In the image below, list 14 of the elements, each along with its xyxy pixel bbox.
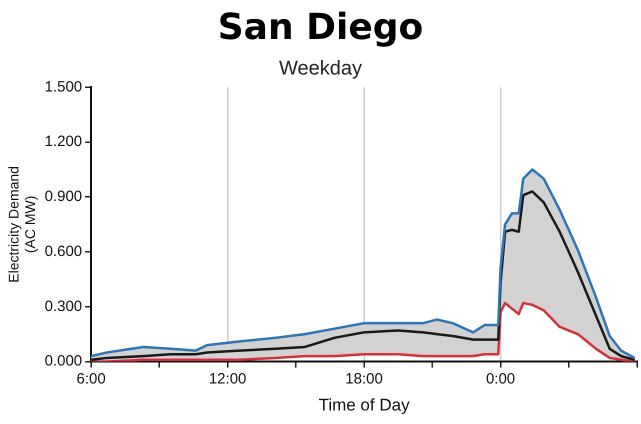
x-tick-label: 12:00 xyxy=(208,370,246,388)
x-tick-label: 6:00 xyxy=(76,370,106,388)
y-tick-label: 0.000 xyxy=(44,352,82,370)
x-tick-label: 0:00 xyxy=(486,370,516,388)
x-tick-label: 18:00 xyxy=(345,370,383,388)
x-axis-title: Time of Day xyxy=(318,395,410,414)
y-tick-label: 0.600 xyxy=(44,242,82,260)
y-tick-label: 0.900 xyxy=(44,188,82,206)
chart-subtitle: Weekday xyxy=(278,58,362,80)
y-tick-label: 1.500 xyxy=(44,78,82,96)
y-tick-label: 1.200 xyxy=(44,133,82,150)
y-axis-title: Electricity Demand (AC MW) xyxy=(5,166,38,283)
y-tick-label: 0.300 xyxy=(44,298,82,315)
chart-title: San Diego xyxy=(218,6,424,48)
